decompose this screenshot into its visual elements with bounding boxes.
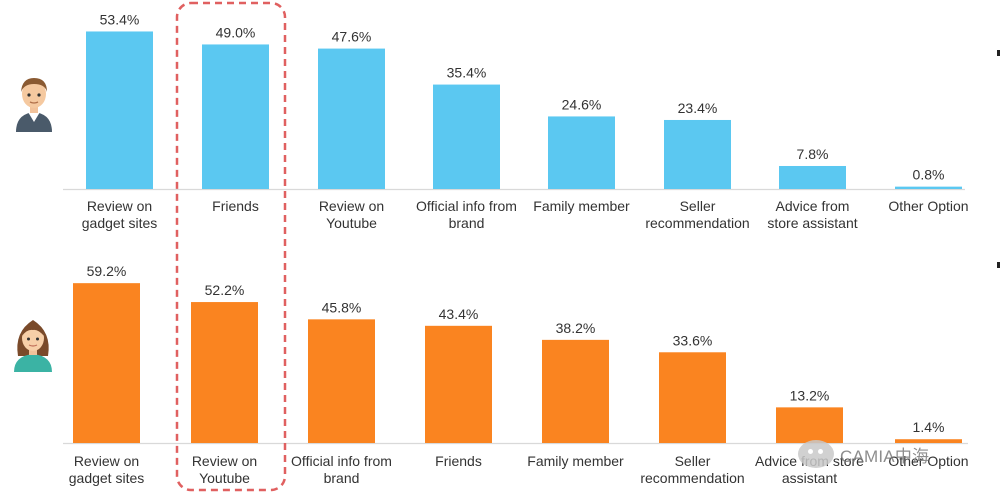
category-label: store assistant bbox=[767, 215, 857, 231]
value-label: 52.2% bbox=[205, 282, 245, 298]
category-label: assistant bbox=[782, 470, 837, 486]
bar-male-2 bbox=[202, 44, 269, 190]
category-label: Other Option bbox=[888, 453, 968, 469]
category-label: Other Option bbox=[888, 198, 968, 214]
category-label: Youtube bbox=[199, 470, 250, 486]
category-label: Review on bbox=[192, 453, 257, 469]
category-label: Review on bbox=[319, 198, 384, 214]
bar-female-3 bbox=[308, 319, 375, 443]
category-label: Review on bbox=[74, 453, 139, 469]
bar-male-6 bbox=[664, 119, 731, 189]
category-label: Family member bbox=[527, 453, 624, 469]
category-label: Review on bbox=[87, 198, 152, 214]
category-label: Seller bbox=[680, 198, 716, 214]
value-label: 23.4% bbox=[678, 100, 718, 116]
bar-female-1 bbox=[73, 283, 140, 443]
female-avatar-icon bbox=[8, 312, 58, 372]
value-label: 35.4% bbox=[447, 65, 487, 81]
bar-male-8 bbox=[895, 186, 962, 189]
value-label: 7.8% bbox=[797, 146, 829, 162]
edge-mark bbox=[997, 262, 1000, 268]
value-label: 43.4% bbox=[439, 306, 479, 322]
bar-female-7 bbox=[776, 407, 843, 443]
category-label: Friends bbox=[212, 198, 259, 214]
category-label: gadget sites bbox=[82, 215, 158, 231]
category-label: Family member bbox=[533, 198, 630, 214]
bar-female-6 bbox=[659, 352, 726, 443]
bar-female-2 bbox=[191, 302, 258, 443]
bar-male-7 bbox=[779, 165, 846, 189]
bar-male-5 bbox=[548, 116, 615, 189]
category-label: gadget sites bbox=[69, 470, 145, 486]
category-label: Advice from bbox=[776, 198, 850, 214]
value-label: 38.2% bbox=[556, 320, 596, 336]
bar-male-3 bbox=[318, 48, 385, 189]
category-label: Official info from bbox=[291, 453, 392, 469]
value-label: 33.6% bbox=[673, 332, 713, 348]
bar-male-4 bbox=[433, 84, 500, 189]
value-label: 0.8% bbox=[913, 167, 945, 183]
value-label: 49.0% bbox=[216, 24, 256, 40]
watermark-text: CAMIA中海 bbox=[840, 446, 930, 466]
category-label: Friends bbox=[435, 453, 482, 469]
category-label: Seller bbox=[675, 453, 711, 469]
bar-female-8 bbox=[895, 439, 962, 443]
male-avatar-icon bbox=[12, 72, 56, 132]
highlight-box bbox=[175, 1, 287, 492]
value-label: 47.6% bbox=[332, 29, 372, 45]
value-label: 1.4% bbox=[913, 419, 945, 435]
category-label: Youtube bbox=[326, 215, 377, 231]
watermark: CAMIA中海 bbox=[798, 440, 929, 468]
bar-female-5 bbox=[542, 339, 609, 443]
category-label: brand bbox=[449, 215, 485, 231]
value-label: 59.2% bbox=[87, 263, 127, 279]
value-label: 24.6% bbox=[562, 96, 602, 112]
category-label: recommendation bbox=[645, 215, 749, 231]
bar-female-4 bbox=[425, 325, 492, 443]
value-label: 13.2% bbox=[790, 387, 830, 403]
value-label: 53.4% bbox=[100, 11, 140, 27]
wechat-logo-icon bbox=[798, 440, 834, 468]
bar-male-1 bbox=[86, 31, 153, 189]
category-label: Official info from bbox=[416, 198, 517, 214]
value-label: 45.8% bbox=[322, 299, 362, 315]
edge-mark bbox=[997, 50, 1000, 56]
category-label: brand bbox=[324, 470, 360, 486]
category-label: recommendation bbox=[640, 470, 744, 486]
